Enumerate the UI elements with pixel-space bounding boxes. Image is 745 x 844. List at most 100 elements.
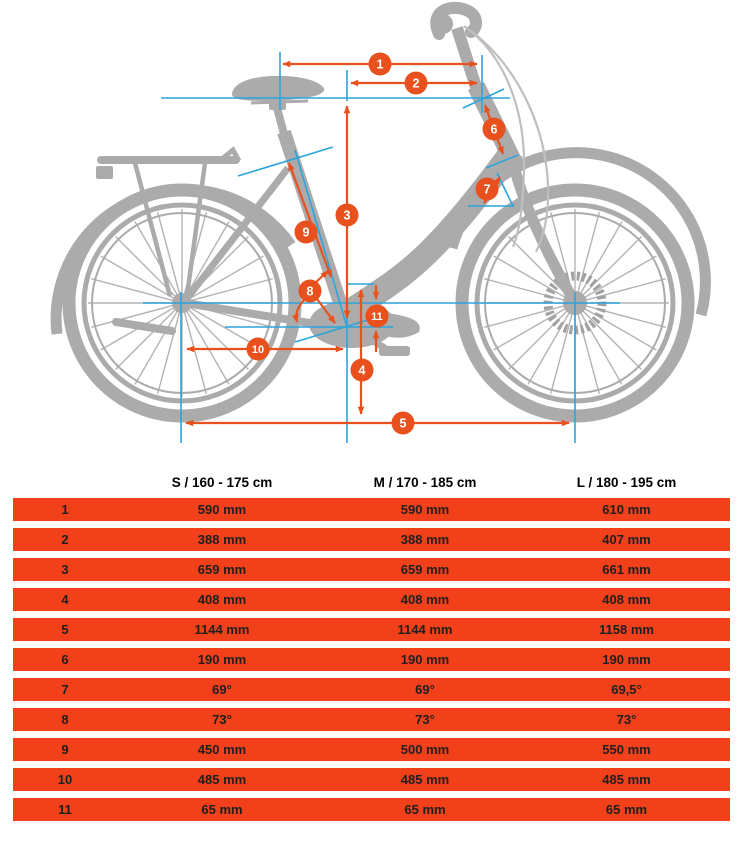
- row-number: 4: [61, 592, 69, 607]
- table-row-5: 5 1144 mm 1144 mm 1158 mm: [13, 618, 730, 641]
- head-bottom-tick: [485, 154, 519, 169]
- row-number: 5: [61, 622, 69, 637]
- cell-size-l: 550 mm: [602, 742, 651, 757]
- cell-size-l: 661 mm: [602, 562, 651, 577]
- measurement-marker-5: 5: [391, 411, 415, 435]
- cell-size-m: 485 mm: [400, 772, 450, 787]
- header-size-m: M / 170 - 185 cm: [373, 475, 477, 490]
- pedal: [379, 346, 410, 356]
- measurement-marker-6: 6: [482, 117, 506, 141]
- table-row-4: 4 408 mm 408 mm 408 mm: [13, 588, 730, 611]
- table-row-11: 11 65 mm 65 mm 65 mm: [13, 798, 730, 821]
- measurement-marker-10: 10: [246, 337, 270, 361]
- saddle: [232, 75, 325, 110]
- table-row-3: 3 659 mm 659 mm 661 mm: [13, 558, 730, 581]
- table-row-7: 7 69° 69° 69,5°: [13, 678, 730, 701]
- measurement-marker-8: 8: [298, 279, 322, 303]
- row-number: 7: [61, 682, 69, 697]
- cell-size-l: 407 mm: [602, 532, 651, 547]
- arrow-8b: [291, 299, 305, 323]
- table-row-10: 10 485 mm 485 mm 485 mm: [13, 768, 730, 791]
- cell-size-m: 1144 mm: [397, 622, 453, 637]
- row-number: 10: [57, 772, 73, 787]
- cell-size-m: 659 mm: [400, 562, 450, 577]
- arrow-9: [287, 162, 333, 278]
- table-row-6: 6 190 mm 190 mm 190 mm: [13, 648, 730, 671]
- row-number: 11: [58, 802, 72, 817]
- measurement-marker-1: 1: [368, 52, 392, 76]
- head-top-tick: [462, 88, 505, 109]
- cell-size-s: 659 mm: [197, 562, 247, 577]
- measurement-marker-11: 11: [365, 304, 389, 328]
- table-row-8: 8 73° 73° 73°: [13, 708, 730, 731]
- svg-text:10: 10: [252, 344, 264, 356]
- cell-size-m: 65 mm: [404, 802, 446, 817]
- measurement-marker-2: 2: [404, 71, 428, 95]
- grip: [433, 14, 453, 34]
- cell-size-l: 65 mm: [605, 802, 648, 817]
- measurement-marker-7: 7: [475, 177, 499, 201]
- svg-text:5: 5: [400, 417, 407, 431]
- cell-size-l: 485 mm: [602, 772, 651, 787]
- row-number: 8: [61, 712, 69, 727]
- reference-lines: [143, 52, 620, 443]
- cell-size-s: 190 mm: [197, 652, 247, 667]
- seat-stay: [182, 165, 291, 304]
- table-header-row: S / 160 - 175 cm M / 170 - 185 cm L / 18…: [13, 472, 730, 493]
- row-number: 6: [61, 652, 69, 667]
- rear-rack: [96, 146, 242, 297]
- seat-tube-top-tick: [237, 146, 334, 177]
- cable: [463, 25, 526, 248]
- svg-text:9: 9: [303, 226, 310, 240]
- chain-guard: [385, 313, 420, 338]
- table-row-1: 1 590 mm 590 mm 610 mm: [13, 498, 730, 521]
- measurement-marker-4: 4: [350, 358, 374, 382]
- cell-size-m: 190 mm: [400, 652, 450, 667]
- measurement-marker-3: 3: [335, 203, 359, 227]
- svg-text:3: 3: [344, 209, 351, 223]
- taillight: [96, 166, 113, 179]
- fork: [506, 156, 579, 304]
- svg-text:1: 1: [377, 58, 384, 72]
- cell-size-l: 408 mm: [602, 592, 651, 607]
- svg-text:7: 7: [484, 183, 491, 197]
- cell-size-m: 408 mm: [400, 592, 450, 607]
- header-size-l: L / 180 - 195 cm: [576, 475, 677, 490]
- header-size-s: S / 160 - 175 cm: [171, 475, 273, 490]
- chainstay-diagonal-line: [294, 319, 369, 343]
- svg-text:8: 8: [307, 285, 314, 299]
- row-number: 2: [61, 532, 69, 547]
- svg-text:2: 2: [413, 77, 420, 91]
- stem: [451, 26, 483, 92]
- table-row-2: 2 388 mm 388 mm 407 mm: [13, 528, 730, 551]
- cell-size-s: 1144 mm: [194, 622, 250, 637]
- size-spec-table: S / 160 - 175 cm M / 170 - 185 cm L / 18…: [13, 462, 730, 828]
- cell-size-s: 485 mm: [197, 772, 247, 787]
- svg-text:6: 6: [491, 123, 498, 137]
- table-row-9: 9 450 mm 500 mm 550 mm: [13, 738, 730, 761]
- geometry-diagram-svg: 1 2 3 4 5 6 7 8 9 10 11: [50, 1, 711, 443]
- arrow-8c: [316, 298, 336, 324]
- cell-size-s: 65 mm: [201, 802, 243, 817]
- cell-size-s: 388 mm: [197, 532, 247, 547]
- cell-size-s: 73°: [212, 712, 232, 727]
- row-number: 3: [61, 562, 69, 577]
- cell-size-s: 69°: [212, 682, 232, 697]
- geometry-diagram: 1 2 3 4 5 6 7 8 9 10 11: [50, 1, 711, 443]
- kickstand: [112, 318, 176, 335]
- svg-text:11: 11: [371, 311, 383, 323]
- cell-size-l: 190 mm: [602, 652, 651, 667]
- cell-size-m: 73°: [415, 712, 435, 727]
- cell-size-l: 1158 mm: [599, 622, 654, 637]
- cell-size-s: 590 mm: [197, 502, 247, 517]
- row-number: 9: [61, 742, 69, 757]
- measurement-marker-9: 9: [294, 220, 318, 244]
- row-number: 1: [61, 502, 69, 517]
- cell-size-m: 500 mm: [400, 742, 450, 757]
- cell-size-l: 610 mm: [602, 502, 651, 517]
- cell-size-s: 450 mm: [197, 742, 247, 757]
- cable: [469, 29, 550, 253]
- cell-size-l: 73°: [616, 712, 637, 727]
- svg-text:4: 4: [359, 364, 366, 378]
